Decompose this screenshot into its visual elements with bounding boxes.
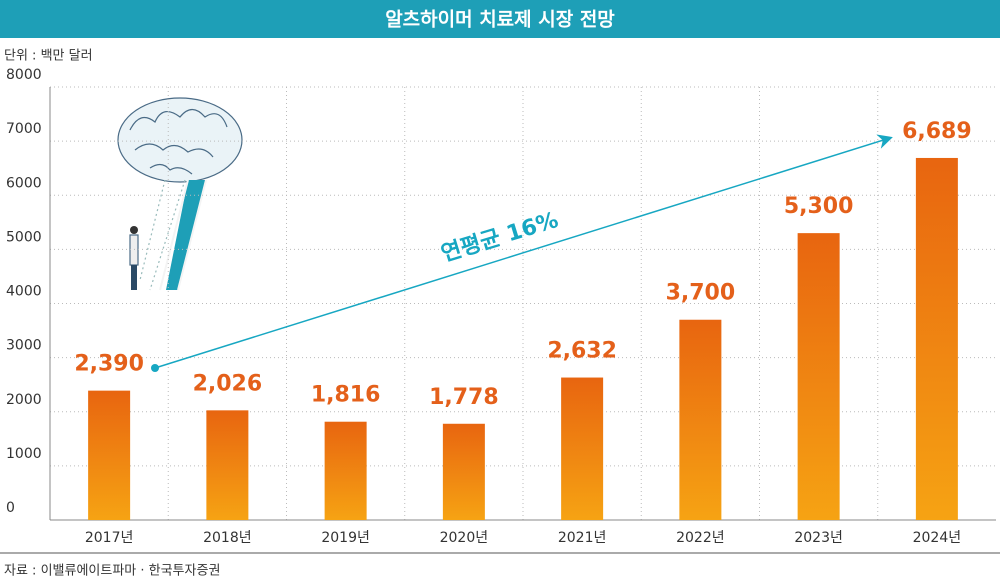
illustration: [117, 97, 243, 291]
bar: [88, 390, 131, 520]
value-label: 6,689: [902, 119, 972, 144]
chart-title: 알츠하이머 치료제 시장 전망: [385, 9, 615, 31]
value-label: 3,700: [666, 281, 736, 306]
bar: [206, 410, 249, 520]
title-bar: [0, 0, 1000, 38]
x-tick-label: 2021년: [558, 530, 607, 546]
trend-arrow: [154, 134, 893, 369]
y-tick-label: 0: [6, 500, 15, 516]
subtitle: 단위 : 백만 달러: [4, 49, 93, 64]
value-label: 1,816: [311, 383, 381, 408]
bar: [679, 319, 722, 520]
x-tick-label: 2023년: [794, 530, 843, 546]
value-label: 1,778: [429, 385, 499, 410]
trend-start: [151, 364, 159, 372]
bar: [442, 423, 485, 520]
x-tick-label: 2019년: [321, 530, 370, 546]
y-tick-label: 4000: [6, 284, 42, 300]
value-label: 2,026: [193, 371, 263, 396]
x-tick-label: 2022년: [676, 530, 725, 546]
bar: [324, 421, 367, 520]
y-tick-label: 1000: [6, 446, 42, 462]
y-tick-label: 5000: [6, 229, 42, 245]
bar: [915, 157, 958, 520]
source: 자료 : 이밸류에이트파마 · 한국투자증권: [4, 564, 220, 579]
y-tick-label: 6000: [6, 175, 42, 191]
x-tick-label: 2018년: [203, 530, 252, 546]
y-tick-label: 8000: [6, 67, 42, 83]
y-tick-label: 7000: [6, 121, 42, 137]
value-label: 5,300: [784, 194, 854, 219]
bar: [561, 377, 604, 520]
annotation: 연평균 16%: [438, 208, 561, 267]
x-tick-label: 2024년: [913, 530, 962, 546]
y-tick-label: 2000: [6, 392, 42, 408]
value-label: 2,632: [547, 339, 617, 364]
x-tick-label: 2017년: [85, 530, 134, 546]
bar: [797, 233, 840, 520]
y-tick-label: 3000: [6, 338, 42, 354]
value-label: 2,390: [74, 352, 144, 377]
x-tick-label: 2020년: [440, 530, 489, 546]
